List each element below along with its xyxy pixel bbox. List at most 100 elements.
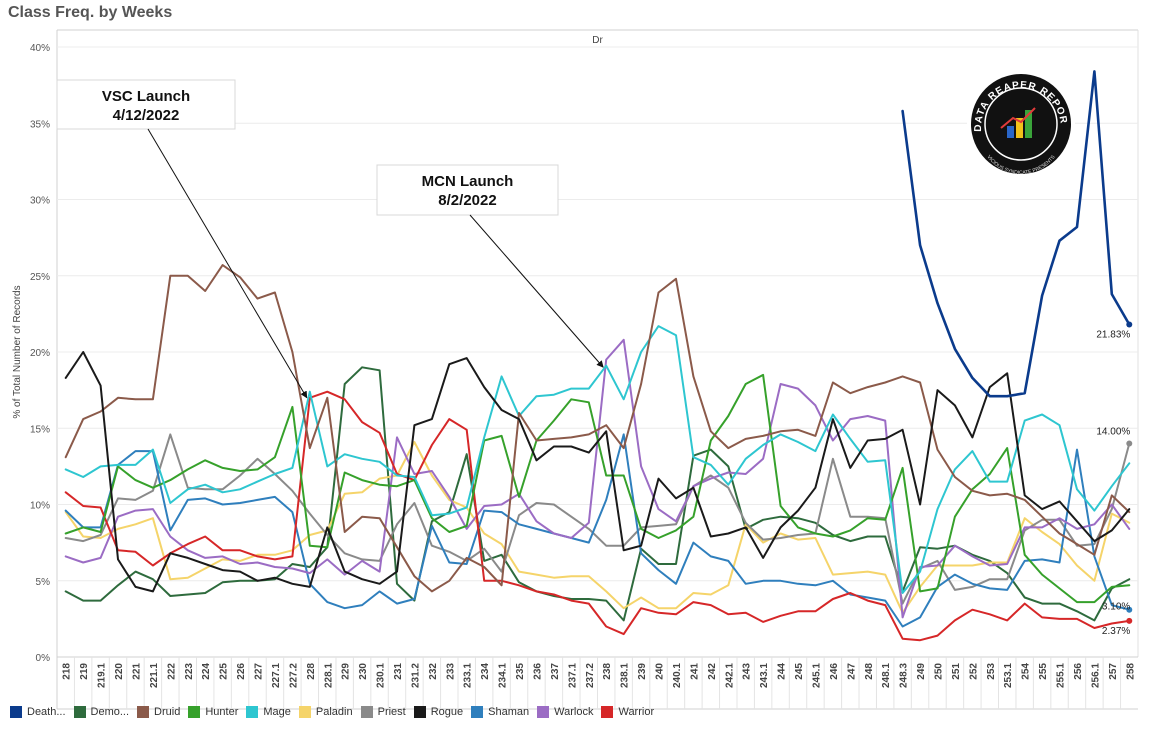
- legend-swatch: [73, 706, 86, 718]
- x-tick-label: 228: [306, 663, 317, 680]
- x-tick-label: 234: [480, 663, 491, 680]
- legend-label: Mage: [263, 706, 291, 718]
- legend-label: Priest: [377, 706, 406, 718]
- x-tick-label: 229: [341, 663, 352, 680]
- series-line-rogue[interactable]: [64, 351, 1131, 593]
- legend-item[interactable]: Mage: [246, 706, 291, 718]
- x-tick-label: 245: [794, 663, 805, 680]
- x-tick-label: 250: [933, 663, 944, 680]
- x-tick-label: 247: [846, 663, 857, 680]
- series-line-paladin[interactable]: [64, 441, 1131, 614]
- legend-label: Rogue: [430, 706, 464, 718]
- legend-label: Shaman: [488, 706, 530, 718]
- x-tick-label: 239: [637, 663, 648, 680]
- legend-swatch: [601, 706, 614, 718]
- x-tick-label: 221.1: [149, 663, 160, 688]
- x-tick-label: 253: [986, 663, 997, 680]
- chart-title: Class Freq. by Weeks: [8, 4, 173, 21]
- logo-bar: [1016, 118, 1023, 138]
- x-tick-label: 252: [968, 663, 979, 680]
- legend-item[interactable]: Priest: [360, 706, 406, 718]
- x-tick-label: 255: [1038, 663, 1049, 680]
- x-tick-label: 231.2: [410, 663, 421, 688]
- y-tick-label: 30%: [30, 196, 50, 207]
- legend-swatch: [537, 706, 550, 718]
- x-tick-label: 236: [532, 663, 543, 680]
- y-axis-label: % of Total Number of Records: [12, 285, 23, 418]
- x-tick-label: 240: [655, 663, 666, 680]
- end-point-marker: [1126, 321, 1133, 328]
- x-tick-label: 235: [515, 663, 526, 680]
- legend-label: Demo...: [90, 706, 130, 718]
- end-point-marker: [1126, 440, 1133, 447]
- legend-label: Warlock: [554, 706, 594, 718]
- legend-item[interactable]: Warrior: [601, 706, 654, 718]
- x-tick-label: 227.2: [288, 663, 299, 688]
- series-line-priest[interactable]: [64, 433, 1131, 605]
- series-line-warrior[interactable]: [64, 390, 1131, 642]
- x-tick-label: 226: [236, 663, 247, 680]
- x-tick-label: 257: [1108, 663, 1119, 680]
- y-tick-label: 40%: [30, 43, 50, 54]
- legend-label: Druid: [154, 706, 181, 718]
- annotation-box: [56, 79, 236, 130]
- x-tick-label: 227.1: [271, 663, 282, 688]
- x-tick-label: 243: [742, 663, 753, 680]
- series-line-warlock[interactable]: [64, 338, 1131, 619]
- logo-bar: [1007, 126, 1014, 138]
- series-line-mage[interactable]: [64, 325, 1131, 594]
- annotation-box: [376, 164, 559, 216]
- legend-item[interactable]: Shaman: [471, 706, 529, 718]
- end-value-label: 14.00%: [1096, 427, 1130, 438]
- chart-legend: Death... Demo... Druid Hunter Mage Paladin Pri…: [10, 706, 662, 718]
- legend-item[interactable]: Druid: [137, 706, 180, 718]
- series-line-hunter[interactable]: [64, 373, 1131, 604]
- legend-swatch: [413, 706, 426, 718]
- x-tick-label: 222: [166, 663, 177, 680]
- x-tick-label: 219: [79, 663, 90, 680]
- annotation-arrow: [469, 214, 604, 368]
- x-tick-label: 237: [550, 663, 561, 680]
- legend-swatch: [188, 706, 201, 718]
- legend-item[interactable]: Death...: [10, 706, 66, 718]
- series-line-death[interactable]: [901, 70, 1131, 398]
- x-tick-label: 238.1: [620, 663, 631, 688]
- logo-bar: [1025, 110, 1032, 138]
- x-tick-label: 220: [114, 663, 125, 680]
- x-tick-label: 258: [1125, 663, 1136, 680]
- x-tick-label: 256: [1073, 663, 1084, 680]
- legend-item[interactable]: Hunter: [188, 706, 238, 718]
- legend-swatch: [246, 706, 259, 718]
- series-line-shaman[interactable]: [64, 433, 1131, 628]
- x-tick-label: 237.1: [567, 663, 578, 688]
- x-tick-label: 223: [184, 663, 195, 680]
- x-tick-label: 238: [602, 663, 613, 680]
- x-tick-label: 237.2: [585, 663, 596, 688]
- legend-swatch: [298, 706, 311, 718]
- y-tick-label: 25%: [30, 272, 50, 283]
- y-tick-label: 0%: [36, 653, 51, 664]
- x-tick-label: 248.1: [881, 663, 892, 688]
- y-tick-label: 10%: [30, 501, 50, 512]
- annotation-title: VSC Launch: [102, 88, 190, 105]
- legend-item[interactable]: Demo...: [73, 706, 130, 718]
- annotation-date: 4/12/2022: [113, 107, 180, 124]
- legend-label: Hunter: [205, 706, 239, 718]
- end-point-marker: [1126, 617, 1133, 624]
- legend-label: Death...: [27, 706, 66, 718]
- annotation-date: 8/2/2022: [438, 192, 496, 209]
- legend-swatch: [10, 706, 22, 718]
- x-tick-label: 219.1: [97, 663, 108, 688]
- series-line-demo[interactable]: [64, 366, 1131, 622]
- panel-header: Dr: [592, 35, 603, 46]
- legend-item[interactable]: Rogue: [413, 706, 464, 718]
- legend-item[interactable]: Paladin: [298, 706, 353, 718]
- series-line-druid[interactable]: [64, 264, 1131, 593]
- legend-item[interactable]: Warlock: [537, 706, 593, 718]
- logo-trend-arrow: [1000, 107, 1036, 129]
- x-tick-label: 243.1: [759, 663, 770, 688]
- x-tick-label: 248.3: [899, 663, 910, 688]
- y-tick-label: 35%: [30, 119, 50, 130]
- x-tick-label: 231: [393, 663, 404, 680]
- x-tick-label: 234.1: [498, 663, 509, 688]
